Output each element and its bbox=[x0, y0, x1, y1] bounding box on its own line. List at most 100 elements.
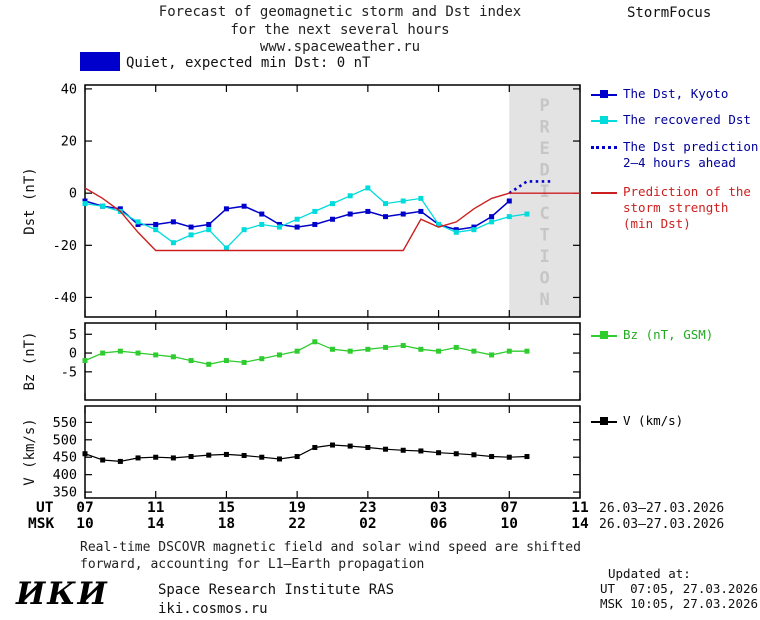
data-point bbox=[436, 450, 442, 456]
series-v-km-s bbox=[84, 444, 528, 463]
data-point bbox=[524, 348, 530, 354]
brand-stormfocus: StormFocus bbox=[627, 5, 712, 21]
data-point bbox=[400, 198, 406, 204]
data-point bbox=[206, 452, 212, 458]
series-bz-nt-gsm bbox=[84, 341, 527, 365]
y-tick-label: 500 bbox=[53, 432, 77, 448]
prediction-band-letter: I bbox=[540, 247, 550, 267]
data-point bbox=[117, 348, 123, 354]
v-line-marker-icon bbox=[591, 414, 617, 429]
data-point bbox=[489, 352, 495, 358]
data-point bbox=[418, 346, 424, 352]
title-line-1: Forecast of geomagnetic storm and Dst in… bbox=[158, 4, 522, 20]
data-point bbox=[135, 455, 141, 461]
data-point bbox=[347, 193, 353, 199]
bz-axis-label: Bz (nT) bbox=[22, 331, 38, 391]
storm-status-label: Quiet, expected min Dst: 0 nT bbox=[126, 55, 371, 71]
bz-line-marker-icon bbox=[591, 328, 617, 343]
footnote-line-2: forward, accounting for L1–Earth propaga… bbox=[80, 557, 425, 572]
data-point bbox=[294, 348, 300, 354]
data-point bbox=[400, 343, 406, 349]
msk-row-label: MSK bbox=[28, 516, 54, 532]
data-point bbox=[206, 221, 212, 227]
x-tick-label-msk: 02 bbox=[359, 516, 376, 532]
series-the-recovered-dst bbox=[84, 187, 528, 249]
data-point bbox=[259, 211, 265, 217]
data-point bbox=[347, 443, 353, 449]
data-point bbox=[312, 339, 318, 345]
prediction-band-letter: I bbox=[540, 182, 550, 202]
dst-axis-label: Dst (nT) bbox=[22, 167, 38, 235]
data-point bbox=[188, 224, 194, 230]
data-point bbox=[330, 442, 335, 448]
prediction-band-letter: P bbox=[540, 96, 550, 116]
y-tick-label: 40 bbox=[61, 81, 77, 97]
updated-at-label: Updated at: bbox=[608, 566, 691, 581]
recovered-dst-line-marker-icon bbox=[591, 113, 617, 128]
data-point bbox=[117, 458, 123, 464]
data-point bbox=[365, 444, 371, 450]
data-point bbox=[276, 224, 282, 230]
data-point bbox=[153, 221, 159, 227]
data-point bbox=[489, 454, 495, 460]
data-point bbox=[82, 451, 88, 457]
y-tick-label: 350 bbox=[53, 485, 77, 501]
y-tick-label: 0 bbox=[69, 186, 77, 202]
dst-kyoto-line-marker-icon bbox=[591, 87, 617, 102]
data-point bbox=[400, 447, 406, 453]
data-point bbox=[471, 348, 477, 354]
data-point bbox=[276, 221, 282, 227]
legend-item-bz: Bz (nT, GSM) bbox=[591, 327, 759, 343]
data-point bbox=[471, 224, 477, 230]
data-point bbox=[82, 358, 88, 364]
storm-level-color-box bbox=[80, 52, 120, 71]
x-tick-label-ut: 23 bbox=[359, 500, 376, 516]
data-point bbox=[347, 211, 353, 217]
series-prediction-of-the-storm-strength-min-dst bbox=[84, 187, 580, 252]
institute-site: iki.cosmos.ru bbox=[158, 601, 268, 617]
x-tick-label-msk: 10 bbox=[76, 516, 93, 532]
legend-label-recovered-dst: The recovered Dst bbox=[623, 112, 751, 127]
data-point bbox=[223, 245, 229, 251]
data-point bbox=[100, 350, 106, 356]
data-point bbox=[241, 359, 247, 365]
data-point bbox=[489, 219, 495, 225]
prediction-band-letter: C bbox=[540, 204, 550, 224]
data-point bbox=[135, 350, 141, 356]
data-point bbox=[400, 211, 406, 217]
data-point bbox=[241, 203, 247, 209]
y-tick-label: -40 bbox=[53, 290, 77, 306]
x-tick-label-ut: 07 bbox=[501, 500, 518, 516]
title-line-3-url: www.spaceweather.ru bbox=[259, 39, 421, 55]
data-point bbox=[330, 346, 335, 352]
data-point bbox=[153, 454, 159, 460]
footnote-line-1: Real-time DSCOVR magnetic field and sola… bbox=[80, 540, 581, 555]
x-tick-label-msk: 06 bbox=[430, 516, 447, 532]
data-point bbox=[330, 201, 335, 207]
data-point bbox=[365, 346, 371, 352]
panel-frame-dst bbox=[84, 84, 581, 318]
data-point bbox=[524, 211, 530, 217]
prediction-band-letter: R bbox=[540, 118, 551, 138]
prediction-band-letter: O bbox=[540, 268, 550, 288]
red-line-marker-icon bbox=[591, 185, 617, 200]
data-point bbox=[259, 356, 265, 362]
data-point bbox=[259, 221, 265, 227]
y-tick-label: 550 bbox=[53, 415, 77, 431]
y-tick-label: 5 bbox=[69, 327, 77, 343]
legend-item-storm-strength: Prediction of the storm strength (min Ds… bbox=[591, 184, 759, 232]
data-point bbox=[312, 444, 318, 450]
dotted-line-marker-icon bbox=[591, 140, 617, 155]
data-point bbox=[383, 201, 389, 207]
y-tick-label: 400 bbox=[53, 467, 77, 483]
x-tick-label-msk: 14 bbox=[147, 516, 165, 532]
y-tick-label: 450 bbox=[53, 450, 77, 466]
legend-item-recovered-dst: The recovered Dst bbox=[591, 112, 759, 128]
y-tick-label: 20 bbox=[61, 134, 77, 150]
data-point bbox=[188, 358, 194, 364]
y-tick-label: -5 bbox=[61, 364, 77, 380]
data-point bbox=[506, 198, 512, 204]
data-point bbox=[100, 203, 106, 209]
data-point bbox=[117, 206, 123, 212]
